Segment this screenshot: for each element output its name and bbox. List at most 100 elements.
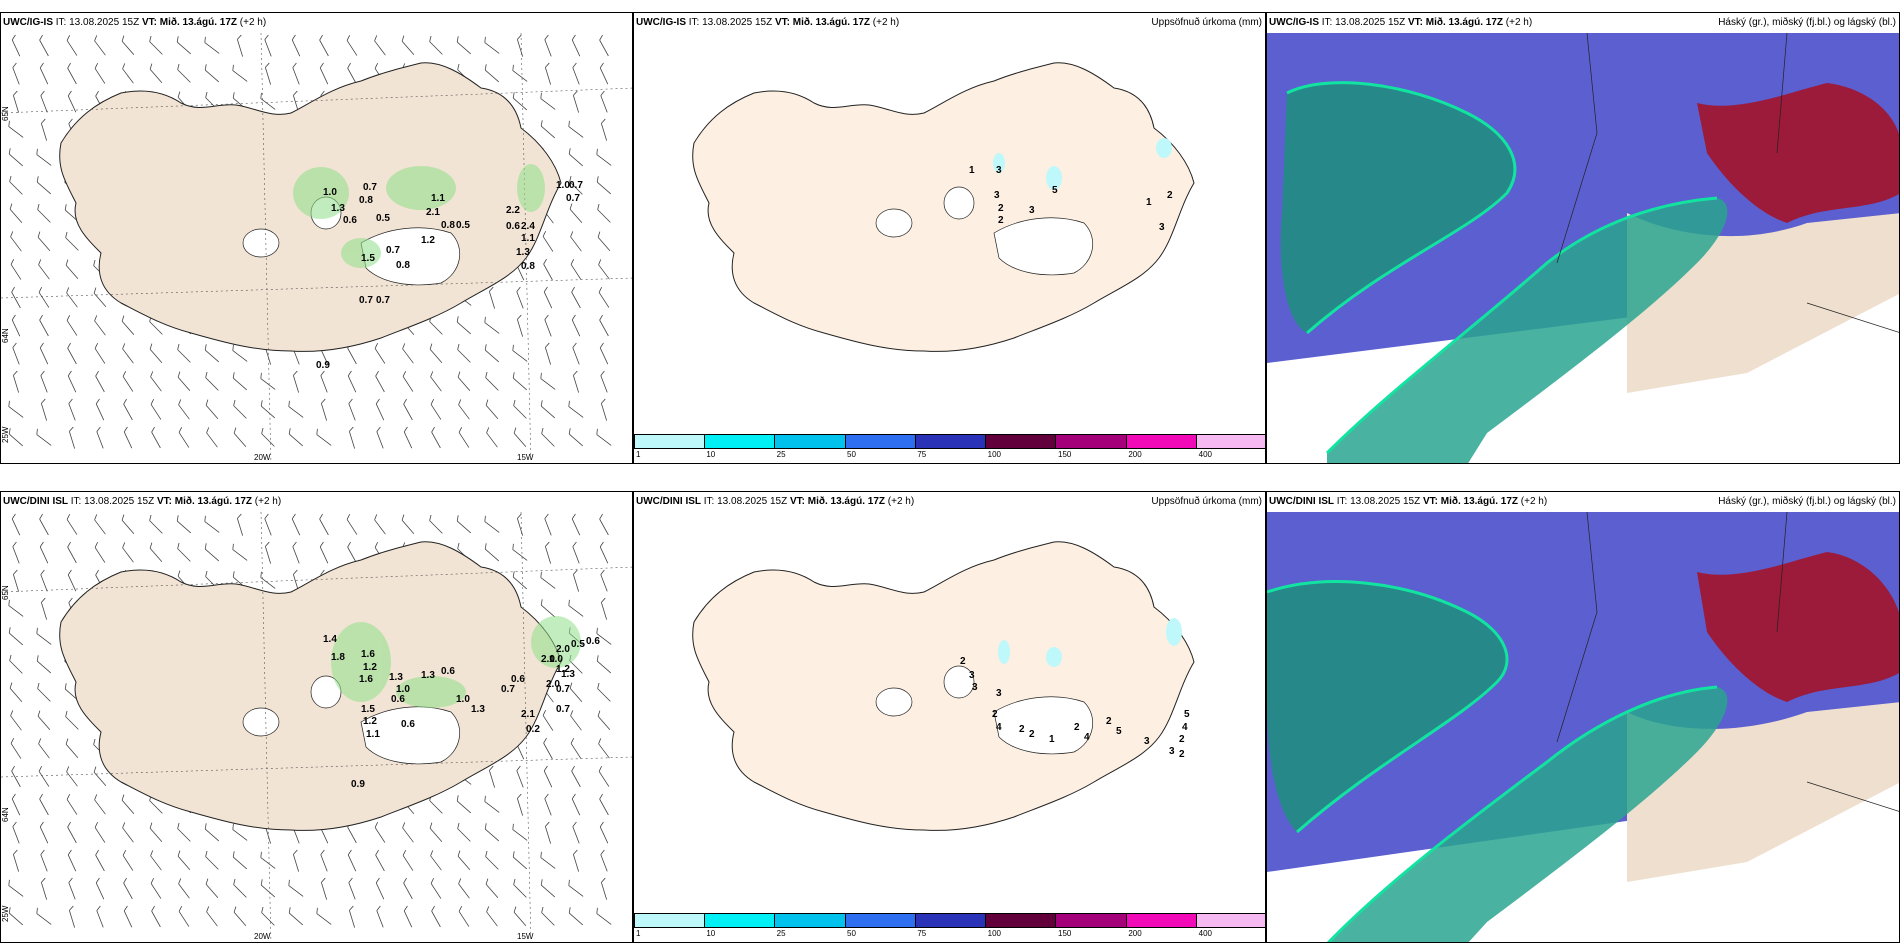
- wind-barb: [66, 315, 78, 336]
- colorbar-tick: 100: [987, 450, 1002, 459]
- wind-barb: [571, 765, 581, 788]
- wind-barb: [597, 231, 611, 252]
- wind-barb: [68, 905, 76, 928]
- value-label: 1: [1049, 734, 1055, 745]
- wind-barb: [264, 541, 272, 564]
- wind-barb: [177, 850, 191, 871]
- wind-barb: [204, 64, 220, 83]
- wind-barb: [348, 877, 356, 900]
- wind-barb: [488, 765, 496, 788]
- wind-barb: [430, 371, 442, 392]
- wind-barb: [36, 655, 52, 674]
- wind-barb: [233, 906, 247, 927]
- wind-barb: [122, 850, 134, 871]
- wind-barb: [36, 148, 52, 166]
- wind-barb: [540, 120, 556, 139]
- wind-barb: [8, 428, 24, 447]
- wind-barb: [8, 627, 24, 646]
- wind-barb: [542, 710, 554, 731]
- wind-barb: [8, 120, 24, 138]
- wind-barb: [596, 428, 612, 446]
- wind-barb: [232, 543, 248, 561]
- wind-barb: [316, 907, 332, 925]
- colorbar-swatch: [1055, 435, 1126, 448]
- wind-barb: [233, 878, 247, 898]
- colorbar-tick: 50: [847, 929, 856, 938]
- wind-barb: [485, 878, 499, 899]
- wind-barb: [456, 515, 472, 534]
- colorbar-swatch: [1195, 914, 1265, 927]
- wind-barb: [232, 851, 248, 870]
- wind-barb: [236, 34, 244, 57]
- wind-barb: [572, 821, 580, 844]
- value-label: 3: [1029, 205, 1035, 216]
- wind-barb: [599, 314, 609, 337]
- colorbar-swatch: [635, 435, 705, 448]
- wind-barb: [600, 597, 608, 620]
- wind-barb: [516, 765, 524, 788]
- wind-barb: [94, 822, 106, 843]
- wind-barb: [40, 370, 48, 393]
- wind-barb: [346, 35, 358, 56]
- wind-barb: [569, 682, 583, 703]
- wind-barb: [375, 398, 385, 421]
- wind-barb: [541, 906, 555, 926]
- wind-barb: [596, 176, 612, 195]
- wind-barb: [568, 148, 584, 167]
- value-label: 1.3: [389, 672, 403, 683]
- wind-barb: [150, 399, 162, 420]
- colorbar-tick: 200: [1128, 929, 1142, 938]
- wind-barb: [374, 343, 386, 364]
- value-label: 5: [1052, 185, 1058, 196]
- wind-barb: [512, 851, 528, 870]
- wind-barb: [40, 849, 48, 872]
- wind-barb: [401, 514, 415, 535]
- wind-barb: [402, 822, 414, 843]
- wind-barb: [599, 821, 609, 844]
- wind-barb: [260, 851, 276, 869]
- wind-barb: [516, 513, 524, 536]
- wind-barb: [513, 906, 527, 927]
- wind-barb: [600, 398, 608, 421]
- wind-barb: [260, 571, 276, 589]
- wind-barb: [96, 905, 104, 928]
- wind-barb: [403, 877, 413, 900]
- wind-barb: [40, 118, 48, 141]
- wind-barb: [484, 795, 500, 813]
- value-label: 2: [1106, 716, 1112, 727]
- wind-barb: [40, 597, 48, 620]
- colorbar-tick: 25: [776, 929, 786, 938]
- wind-barb: [544, 541, 552, 564]
- wind-barb: [178, 399, 190, 420]
- wind-barb: [600, 370, 608, 393]
- value-label: 2.0: [541, 654, 555, 665]
- wind-barb: [95, 370, 105, 393]
- wind-barb: [402, 343, 414, 364]
- wind-barb: [348, 905, 356, 928]
- wind-barb: [540, 372, 556, 390]
- wind-barb: [178, 878, 190, 899]
- wind-barb: [39, 62, 49, 85]
- colorbar-swatch: [914, 435, 986, 448]
- wind-barb: [319, 541, 329, 564]
- colorbar-swatch: [635, 914, 705, 927]
- wind-barb: [570, 231, 582, 252]
- wind-barb: [204, 344, 220, 363]
- wind-barb: [569, 203, 583, 224]
- wind-barb: [205, 850, 219, 870]
- wind-barb: [292, 541, 300, 564]
- value-label: 2.2: [506, 205, 520, 216]
- wind-barb: [512, 64, 528, 82]
- wind-barb: [374, 514, 386, 535]
- wind-barb: [10, 259, 22, 280]
- colorbar-tick: 10: [706, 450, 716, 459]
- wind-barb: [485, 371, 499, 391]
- wind-barb: [122, 542, 134, 563]
- value-label: 5: [1184, 709, 1190, 720]
- wind-barb: [288, 907, 304, 926]
- wind-barb: [39, 821, 49, 844]
- precip-colorbar: [634, 913, 1265, 928]
- value-label: 1.2: [421, 235, 435, 246]
- wind-barb: [516, 314, 524, 337]
- wind-barb: [540, 599, 556, 618]
